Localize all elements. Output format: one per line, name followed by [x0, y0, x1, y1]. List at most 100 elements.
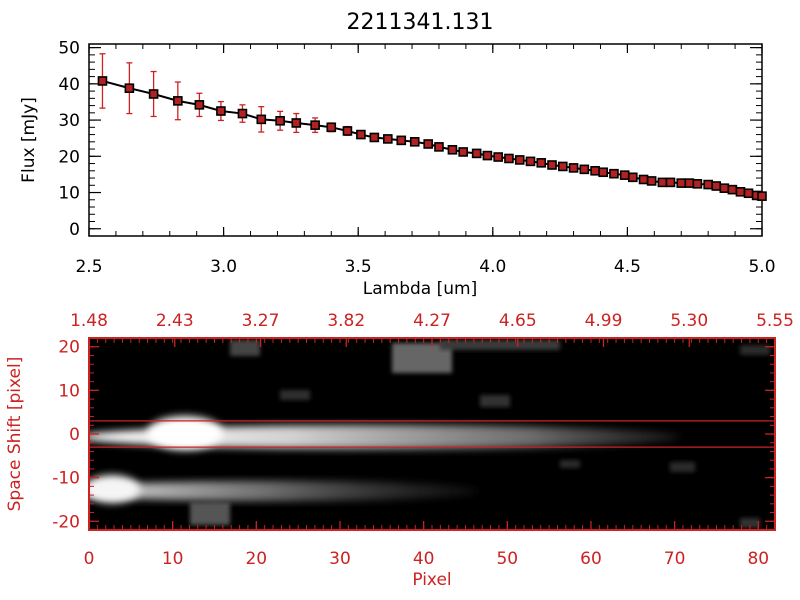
chart-title: 2211341.131 [347, 10, 494, 35]
spectrum-y-tick-label: 40 [58, 75, 80, 95]
spectrum-data-point [557, 161, 568, 172]
spectrum-x-tick-label: 4.0 [479, 257, 506, 277]
image-x-tick-label: 40 [413, 549, 435, 569]
spectrum-data-point [590, 165, 600, 176]
spectrum-data-point [692, 179, 703, 189]
spectrum-x-ticks: 2.5 3.0 3.5 4.0 4.5 5.0 [75, 44, 776, 277]
spectrum-data-point [383, 134, 393, 144]
spectrum-data-point [237, 108, 248, 119]
spectrum-data-point [579, 164, 590, 175]
spectrum-data-point [657, 177, 668, 188]
spectrum-data-point [423, 139, 433, 149]
spectrum-markers [97, 76, 767, 201]
spectrum-plot-frame [88, 43, 763, 237]
spectrum-data-point [609, 168, 619, 179]
spectrum-data-point [471, 148, 482, 159]
spectrum-data-point [458, 147, 468, 157]
spectrum-data-point [216, 106, 226, 116]
spectrum-y-ticks: 0 10 20 30 40 50 [58, 39, 762, 240]
image-y-tick-label: -20 [52, 512, 80, 532]
image-x-tick-label: 60 [580, 549, 602, 569]
spectrum-data-point [291, 118, 302, 128]
image-top-tick-label: 3.27 [242, 311, 280, 331]
image-top-tick-label: 5.30 [670, 311, 708, 331]
spectrum-data-point [396, 135, 407, 146]
spectrum-data-point [568, 163, 579, 173]
image-x-tick-label: 70 [664, 549, 686, 569]
image-y-tick-label: 10 [58, 381, 80, 401]
spectrum-data-point [310, 120, 320, 130]
spectrum-data-point [684, 178, 695, 188]
image-x-tick-label: 20 [245, 549, 267, 569]
spectrum-data-point [598, 167, 608, 178]
primary-trace-peak [147, 416, 223, 450]
spectrum-data-point [97, 76, 108, 86]
spectrum-data-point [369, 132, 380, 143]
image-top-tick-label: 2.43 [156, 311, 194, 331]
image-x-tick-label: 80 [747, 549, 769, 569]
spectrum-data-point [256, 114, 267, 125]
spectrum-data-point [757, 191, 767, 201]
spectrum-data-point [703, 179, 713, 190]
image-x-axis-label: Pixel [412, 570, 451, 590]
spectrum-data-point [525, 156, 536, 167]
spectrum-data-point [173, 96, 183, 106]
spectrum-data-point [493, 152, 503, 162]
spectrum-y-tick-label: 30 [58, 111, 80, 131]
spectrum-data-point [727, 184, 738, 195]
spectrum-data-point [735, 187, 746, 197]
image-top-tick-label: 1.48 [70, 311, 108, 331]
image-y-tick-label: 20 [58, 338, 80, 358]
spectrum-data-point [536, 158, 547, 168]
spectrum-data-point [638, 174, 649, 185]
spectrum-data-point [326, 122, 337, 133]
spectrum-y-tick-label: 50 [58, 39, 80, 59]
secondary-trace-peak [89, 475, 140, 503]
spectrum-data-point [719, 183, 730, 193]
spectrum-data-point [148, 89, 159, 99]
spectrum-data-point [275, 116, 285, 126]
spectrum-x-tick-label: 4.5 [614, 257, 641, 277]
spectrum-data-point [482, 150, 493, 161]
image-x-ticks: 0 10 20 30 40 50 60 70 80 [84, 338, 776, 569]
spectrum-data-point [194, 100, 205, 110]
spectrum-data-point [547, 160, 557, 170]
image-noise [190, 340, 770, 528]
spectrum-data-point [619, 170, 630, 180]
spectrum-data-point [124, 83, 135, 93]
spectrum-data-point [743, 188, 754, 199]
spectrum-data-point [665, 177, 676, 188]
image-x-tick-label: 30 [329, 549, 351, 569]
spectrum-data-point [646, 176, 657, 186]
spectrum-data-point [447, 144, 458, 155]
spectrum-data-point [514, 155, 525, 165]
image-top-wavelength-ticks: 1.48 2.43 3.27 3.82 4.27 4.65 4.99 5.30 5.55 [70, 311, 794, 347]
image-y-ticks: 20 10 0 -10 -20 [52, 337, 775, 532]
spectrum-x-tick-label: 5.0 [748, 257, 775, 277]
spectrum-y-tick-label: 0 [69, 220, 80, 240]
spectrum-x-tick-label: 3.0 [210, 257, 237, 277]
spectrum-data-point [504, 153, 514, 164]
spectrum-data-point [342, 126, 353, 136]
image-top-tick-label: 4.65 [499, 311, 537, 331]
spectrum-data-point [434, 142, 444, 152]
image-top-tick-label: 3.82 [327, 311, 365, 331]
spectrum-data-point [676, 178, 687, 188]
spectrum-y-axis-label: Flux [mJy] [19, 97, 39, 183]
image-y-tick-label: -10 [52, 469, 80, 489]
spectrum-x-tick-label: 2.5 [75, 257, 102, 277]
spectrum-panel: 2.5 3.0 3.5 4.0 4.5 5.0 0 10 20 30 40 50 Lambda [u… [19, 39, 776, 299]
image-x-tick-label: 10 [162, 549, 184, 569]
image-y-axis-label: Space Shift [pixel] [5, 357, 25, 512]
spectrum-x-axis-label: Lambda [um] [363, 279, 477, 299]
primary-trace [89, 425, 680, 449]
image-x-tick-label: 50 [496, 549, 518, 569]
image-x-tick-label: 0 [84, 549, 95, 569]
spectrum-image [89, 338, 775, 530]
spectrum-x-tick-label: 3.5 [345, 257, 372, 277]
spectrum-y-tick-label: 20 [58, 147, 80, 167]
spectrum-image-panel: 0 10 20 30 40 50 60 70 80 1.48 2.43 3.27 3.82 4.27 4.… [5, 311, 794, 590]
image-top-tick-label: 5.55 [756, 311, 794, 331]
spectrum-data-point [356, 129, 366, 140]
